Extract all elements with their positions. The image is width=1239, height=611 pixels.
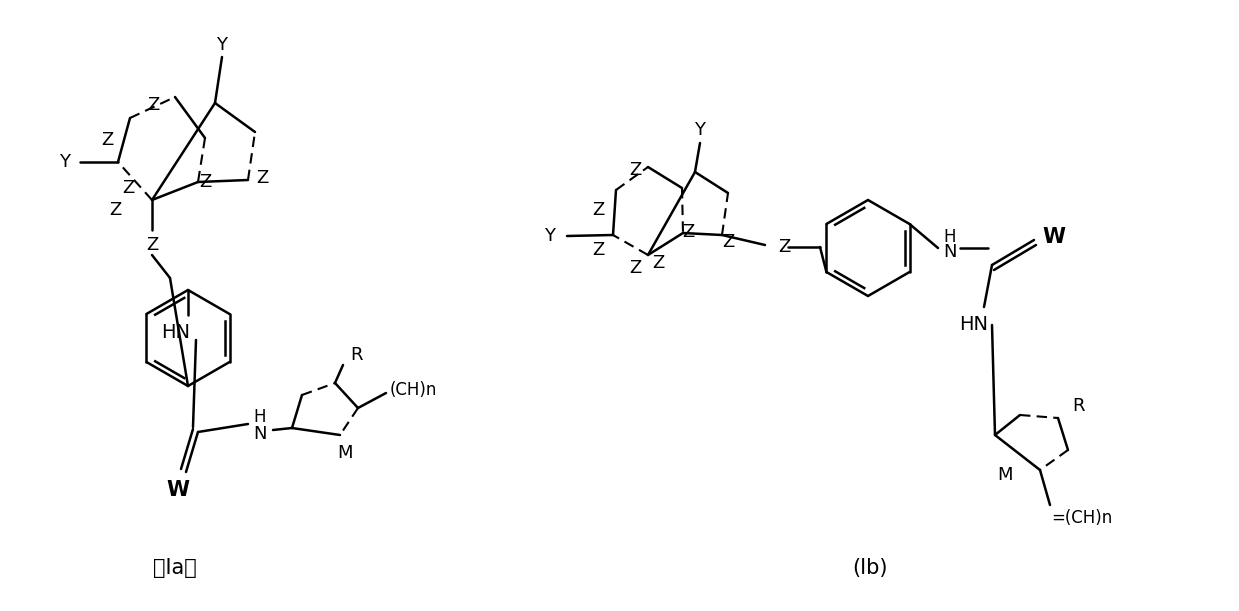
Text: HN: HN — [959, 315, 989, 334]
Text: M: M — [337, 444, 353, 462]
Text: (CH)n: (CH)n — [389, 381, 436, 399]
Text: Z: Z — [592, 241, 605, 259]
Text: W: W — [166, 480, 190, 500]
Text: Y: Y — [59, 153, 71, 171]
Text: Z: Z — [100, 131, 113, 149]
Text: Z: Z — [681, 223, 694, 241]
Text: Z: Z — [256, 169, 268, 187]
Text: M: M — [997, 466, 1012, 484]
Text: Z: Z — [778, 238, 790, 256]
Text: N: N — [943, 243, 957, 261]
Text: Z: Z — [722, 233, 735, 251]
Text: HN: HN — [161, 323, 191, 342]
Text: Z: Z — [109, 201, 121, 219]
Text: Z: Z — [592, 201, 605, 219]
Text: H: H — [944, 228, 957, 246]
Text: Y: Y — [544, 227, 555, 245]
Text: （Ia）: （Ia） — [154, 558, 197, 578]
Text: R: R — [351, 346, 363, 364]
Text: Z: Z — [652, 254, 664, 272]
Text: Z: Z — [199, 173, 211, 191]
Text: (Ib): (Ib) — [852, 558, 888, 578]
Text: W: W — [1042, 227, 1066, 247]
Text: =(CH)n: =(CH)n — [1052, 509, 1113, 527]
Text: H: H — [254, 408, 266, 426]
Text: Z: Z — [629, 259, 641, 277]
Text: Z: Z — [629, 161, 641, 179]
Text: Y: Y — [695, 121, 705, 139]
Text: R: R — [1072, 397, 1084, 415]
Text: N: N — [253, 425, 266, 443]
Text: Z: Z — [147, 96, 159, 114]
Text: Z: Z — [121, 179, 134, 197]
Text: Y: Y — [217, 36, 228, 54]
Text: Z: Z — [146, 236, 159, 254]
